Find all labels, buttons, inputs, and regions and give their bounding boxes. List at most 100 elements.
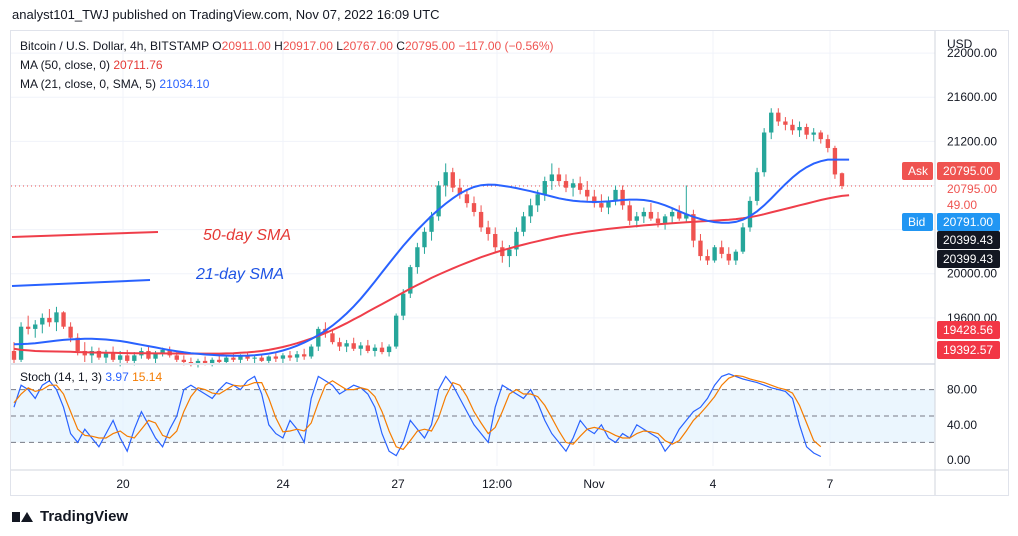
candle-body (386, 346, 392, 353)
candle-body (337, 342, 342, 347)
candle-body (47, 317, 52, 323)
time-axis-label: Nov (583, 477, 604, 491)
candles (11, 108, 845, 368)
price-tick-label: 20000.00 (947, 267, 997, 281)
legend-line: Bitcoin / U.S. Dollar, 4h, BITSTAMP O209… (20, 39, 554, 53)
candle-body (125, 355, 130, 361)
price-badge-text: 20791.00 (943, 215, 993, 229)
candle-body (804, 126, 809, 135)
candle-body (563, 181, 569, 188)
candle-body (478, 211, 484, 228)
candle-body (726, 253, 731, 261)
published-header: analyst101_TWJ published on TradingView.… (12, 7, 440, 22)
candle-body (493, 234, 498, 248)
legend-text: L (336, 39, 343, 53)
ask-tag-label: Ask (908, 164, 929, 178)
bid-tag (902, 213, 933, 231)
candle-body (450, 172, 455, 188)
legend-text: −117.00 (−0.56%) (458, 39, 553, 53)
time-axis-label: 20 (116, 477, 130, 491)
price-badge-text: 19428.56 (943, 323, 993, 337)
candle-body (500, 247, 505, 257)
candle-body (577, 183, 583, 190)
ma21-line (13, 158, 850, 357)
time-axis-label: 4 (710, 477, 717, 491)
sma50-reference-line (11, 231, 159, 238)
candle-body (209, 359, 215, 364)
candle-body (217, 359, 222, 362)
candle-body (132, 355, 137, 361)
legend-text: Bitcoin / U.S. Dollar, 4h, BITSTAMP (20, 39, 212, 53)
candle-body (365, 345, 371, 351)
candle-body (606, 200, 611, 208)
legend-text: H (274, 39, 283, 53)
candle-body (309, 346, 314, 357)
sma21-reference-line (11, 279, 151, 287)
candle-body (287, 355, 293, 358)
stoch-axis-ticks: 80.00 40.00 0.00 (947, 383, 977, 467)
stoch-legend-text: 3.97 (105, 370, 132, 384)
legend-text: MA (50, close, 0) (20, 58, 113, 72)
price-badge-text: 49.00 (947, 198, 977, 212)
candle-body (797, 126, 802, 131)
price-badge (937, 162, 1000, 180)
candle-body (521, 216, 526, 232)
candle-body (266, 356, 271, 361)
candle-body (641, 211, 647, 217)
candle-body (783, 121, 788, 125)
legend-text: 20795.00 (405, 39, 458, 53)
candle-body (372, 347, 378, 351)
candle-body (238, 356, 243, 360)
candle-body (832, 147, 838, 175)
candle-body (549, 174, 555, 182)
tradingview-brand: TradingView (12, 508, 128, 525)
bid-tag-label: Bid (908, 215, 925, 229)
candle-body (464, 194, 470, 204)
currency-label: USD (947, 37, 973, 51)
candle-body (110, 353, 116, 360)
stoch-tick-label: 40.00 (947, 418, 977, 432)
time-axis-labels: 20 24 27 12:00 Nov 4 7 (116, 477, 833, 491)
candle-body (754, 172, 760, 201)
candle-body (174, 355, 179, 360)
candle-body (401, 293, 406, 316)
candle-body (202, 360, 208, 364)
price-badge (937, 321, 1000, 339)
candle-body (542, 181, 547, 195)
candle-body (507, 249, 512, 257)
candle-body (294, 354, 300, 358)
candle-body (429, 216, 434, 232)
candle-body (146, 350, 151, 359)
candle-body (443, 172, 448, 186)
candle-body (259, 357, 264, 361)
legend-line: MA (50, close, 0) 20711.76 (20, 58, 163, 72)
candle-body (245, 356, 250, 359)
candle-body (379, 347, 385, 353)
candle-body (627, 205, 632, 221)
candle-body (634, 216, 639, 221)
candle-body (96, 350, 102, 358)
sma50-annotation: 50-day SMA (203, 227, 291, 244)
legend-line: MA (21, close, 0, SMA, 5) 21034.10 (20, 77, 210, 91)
legend-text: C (396, 39, 405, 53)
candle-body (195, 360, 201, 365)
candle-body (769, 112, 774, 133)
candle-body (740, 227, 746, 252)
candle-body (811, 132, 816, 135)
candle-body (556, 174, 562, 182)
candle-body (153, 353, 158, 359)
legend-text: 20917.00 (283, 39, 336, 53)
candle-body (839, 173, 845, 187)
candle-body (733, 251, 739, 261)
tradingview-logo-icon (12, 510, 34, 524)
legend-text: 21034.10 (159, 77, 209, 91)
candle-body (599, 203, 604, 208)
price-badge (937, 341, 1000, 359)
stoch-k-line (13, 373, 822, 458)
candle-body (344, 343, 349, 347)
candle-body (825, 139, 831, 148)
time-axis-label: 12:00 (482, 477, 512, 491)
candle-body (528, 205, 533, 217)
candle-body (761, 132, 767, 173)
